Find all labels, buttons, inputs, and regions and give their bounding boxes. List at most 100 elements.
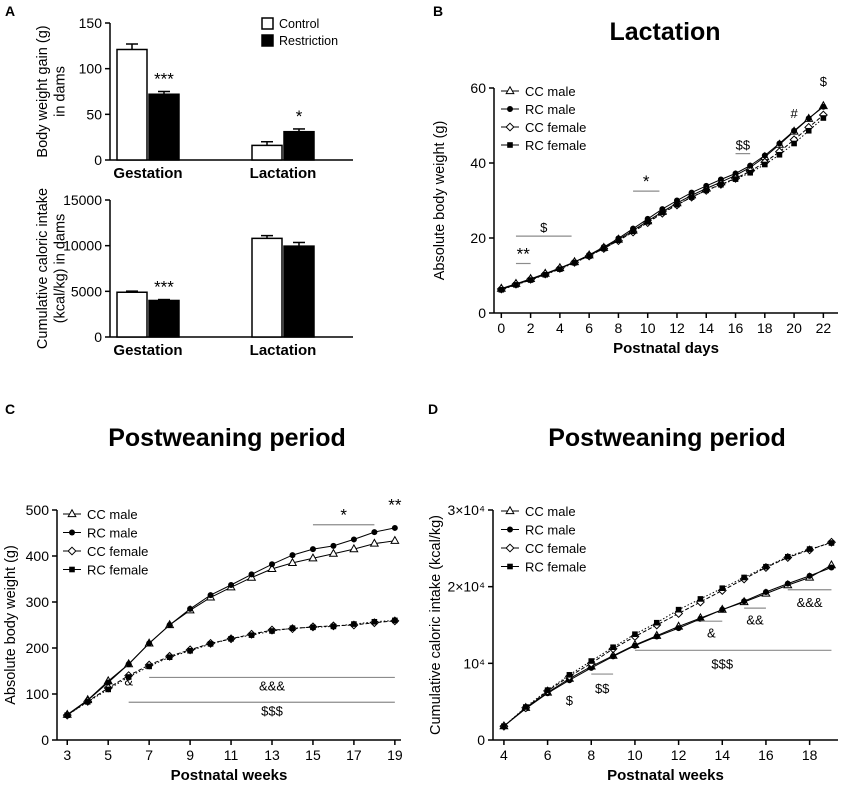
significance-label: * (296, 107, 303, 126)
point-rc-female (719, 585, 726, 591)
significance-label: $$$ (261, 704, 283, 719)
significance-label: $ (820, 74, 828, 89)
significance-label: *** (154, 70, 174, 89)
point-cc-male (369, 538, 380, 547)
point-rc-female (703, 187, 710, 194)
point-rc-male (289, 552, 296, 559)
x-tick-label: 0 (497, 320, 505, 336)
title-c: Postweaning period (108, 424, 346, 452)
x-tick-label: 16 (728, 320, 744, 336)
point-rc-female (330, 623, 337, 630)
x-tick-label: 3 (63, 747, 71, 763)
point-rc-male (719, 606, 726, 613)
x-tick-label: 22 (816, 320, 832, 336)
point-rc-male (350, 536, 357, 543)
chart-c: 0 100 200 300 400 500 3 5 7 9 11 13 15 17 19 Postnatal … (3, 496, 403, 784)
point-rc-female (747, 169, 753, 176)
point-cc-male (349, 543, 359, 553)
significance-label: && (746, 613, 764, 628)
point-rc-male (207, 592, 214, 599)
y-tick-label: 100 (26, 686, 50, 702)
point-rc-female (675, 606, 682, 613)
significance-label: $$ (736, 138, 751, 153)
legend-label: Control (279, 17, 319, 31)
point-rc-female (588, 658, 595, 664)
series-line-rc-female (503, 542, 832, 727)
point-rc-female (125, 674, 132, 680)
chart-a-bottom: 0 5000 10000 15000 Gestation Lactation *** Cumu… (35, 188, 353, 359)
y-tick-label: 0 (477, 732, 485, 748)
category-label: Gestation (113, 342, 182, 359)
point-rc-male (187, 605, 194, 612)
point-rc-female (791, 140, 797, 147)
point-rc-male (761, 152, 768, 159)
point-rc-female (644, 219, 651, 225)
category-label: Lactation (250, 342, 317, 359)
category-label: Lactation (250, 165, 317, 182)
title-b: Lactation (609, 18, 720, 46)
point-rc-female (522, 704, 529, 710)
x-tick-label: 12 (671, 747, 687, 763)
point-rc-female (659, 209, 666, 216)
point-rc-female (310, 624, 316, 631)
bar-restriction (283, 130, 315, 161)
y-axis-label-line1: Body weight gain (g) (35, 25, 51, 157)
legend-marker (67, 508, 77, 518)
legend-label: RC male (525, 102, 576, 117)
point-rc-female (820, 115, 827, 121)
panel-letter-b: B (433, 3, 443, 19)
point-rc-female (166, 654, 173, 660)
point-rc-female (763, 563, 769, 570)
y-tick-label: 500 (26, 502, 50, 518)
x-tick-label: 17 (346, 747, 362, 763)
point-rc-female (498, 286, 505, 293)
point-rc-male (791, 127, 798, 134)
point-rc-female (566, 672, 573, 678)
x-tick-label: 10 (627, 747, 643, 763)
y-tick-label: 60 (470, 80, 486, 96)
point-rc-male (330, 542, 337, 549)
x-tick-label: 18 (757, 320, 773, 336)
point-rc-female (557, 266, 563, 272)
significance-label: $$ (595, 681, 610, 696)
point-rc-female (741, 574, 747, 581)
significance-label: $ (566, 693, 574, 708)
point-rc-male (610, 653, 617, 660)
legend-marker (69, 566, 75, 573)
x-tick-label: 7 (145, 747, 153, 763)
y-tick-label: 10⁴ (463, 655, 485, 671)
legend-marker (507, 526, 513, 533)
point-rc-male (631, 642, 638, 649)
legend-label: CC male (525, 504, 576, 519)
x-axis-label: Postnatal weeks (607, 767, 724, 784)
chart-d: 0 10⁴ 2×10⁴ 3×10⁴ 4 6 8 10 12 14 16 18 Postnatal wee… (428, 502, 838, 784)
x-tick-label: 18 (802, 747, 818, 763)
point-rc-female (600, 245, 607, 252)
y-tick-label: 150 (79, 15, 103, 31)
point-rc-female (776, 151, 783, 158)
point-rc-female (697, 596, 704, 602)
x-tick-label: 2 (527, 320, 535, 336)
point-rc-female (513, 282, 519, 288)
point-cc-male (308, 553, 318, 562)
point-rc-female (542, 271, 549, 278)
point-rc-female (392, 617, 398, 624)
point-rc-female (269, 628, 275, 634)
point-rc-male (806, 572, 813, 579)
point-rc-female (289, 625, 296, 632)
x-tick-label: 9 (186, 747, 194, 763)
y-axis-label-line2: (kcal/kg) in dams (52, 214, 68, 324)
x-axis-label: Postnatal days (613, 340, 719, 357)
point-rc-female (544, 687, 551, 693)
y-tick-label: 20 (470, 230, 486, 246)
point-rc-female (105, 686, 111, 693)
point-rc-female (718, 181, 724, 188)
point-rc-male (105, 679, 112, 686)
significance-label: ** (517, 245, 531, 264)
point-rc-female (371, 618, 378, 625)
legend-swatch (261, 34, 274, 47)
x-tick-label: 12 (669, 320, 685, 336)
point-rc-female (248, 632, 255, 638)
x-tick-label: 6 (544, 747, 552, 763)
